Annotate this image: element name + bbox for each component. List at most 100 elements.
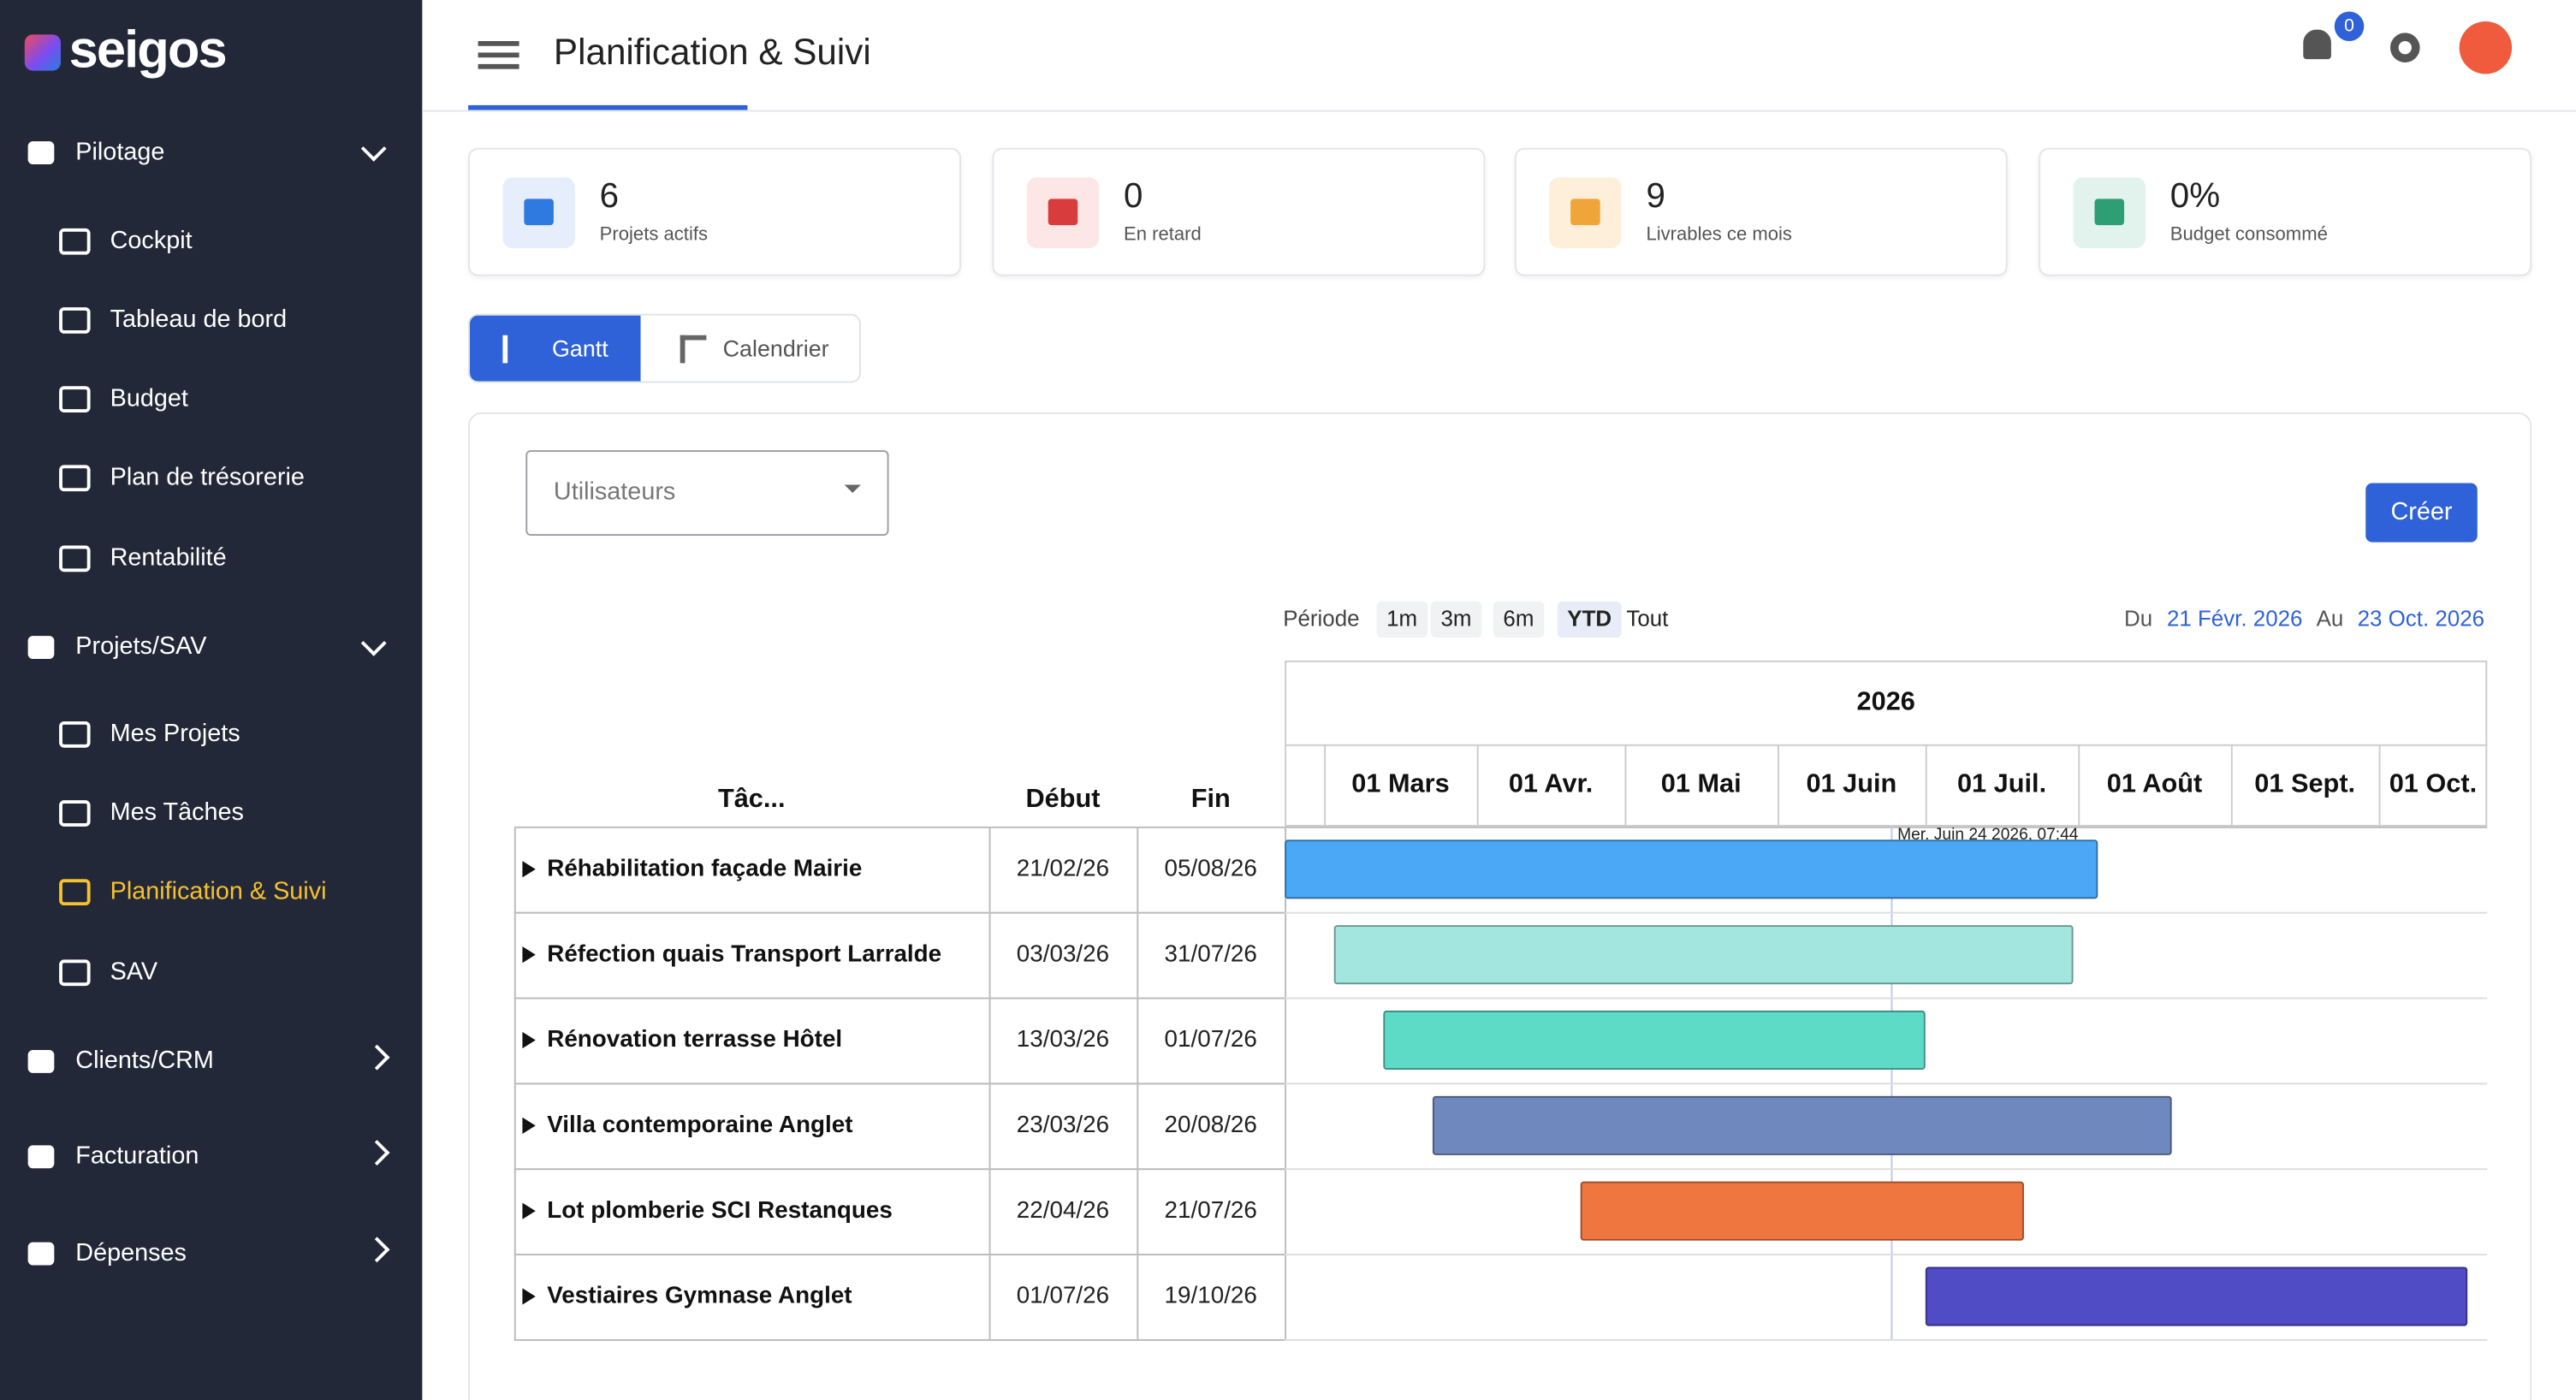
- period-from-label: Du: [2124, 606, 2153, 632]
- task-bar[interactable]: [1285, 839, 2098, 899]
- chevron: [364, 1044, 390, 1071]
- month-label: 01 Mai: [1660, 770, 1742, 799]
- section-icon: [27, 1145, 55, 1169]
- nav-item[interactable]: Rentabilité: [110, 543, 227, 572]
- row-border: [513, 1254, 2488, 1256]
- month-label: 01 Juin: [1806, 770, 1897, 799]
- stat-value: 9: [1646, 177, 1665, 216]
- period-option[interactable]: 6m: [1493, 601, 1544, 638]
- row-border: [513, 1168, 2488, 1171]
- tab[interactable]: Gantt: [470, 315, 641, 382]
- nav-item[interactable]: SAV: [110, 958, 158, 987]
- nav-item[interactable]: Plan de trésorerie: [110, 463, 305, 492]
- nav-icon: [59, 545, 91, 572]
- settings[interactable]: [2390, 33, 2420, 62]
- stat-label: En retard: [1124, 225, 1202, 246]
- task-end: 20/08/26: [1164, 1112, 1257, 1139]
- menu-bar: [478, 41, 519, 45]
- task-bar[interactable]: [1580, 1181, 2024, 1241]
- row-border-left: [513, 1168, 1285, 1171]
- expand-arrow[interactable]: [522, 1117, 536, 1134]
- nav-section[interactable]: Clients/CRM: [75, 1047, 214, 1075]
- task-end: 31/07/26: [1164, 941, 1257, 968]
- task-end: 19/10/26: [1164, 1283, 1257, 1310]
- stat-card: 0 En retard: [992, 147, 1486, 276]
- nav-item[interactable]: Mes Projets: [110, 720, 240, 748]
- panel: Utilisateurs Créer: [468, 412, 2532, 1400]
- task-start: 23/03/26: [1016, 1112, 1110, 1139]
- nav-section[interactable]: Projets/SAV: [75, 632, 207, 661]
- nav-icon: [59, 721, 91, 748]
- column-header: Fin: [1190, 785, 1231, 814]
- tab[interactable]: Calendrier: [640, 315, 859, 382]
- task-name[interactable]: Vestiaires Gymnase Anglet: [547, 1283, 852, 1310]
- chevron: [364, 1140, 390, 1166]
- task-end: 01/07/26: [1164, 1027, 1257, 1053]
- nav-section[interactable]: Pilotage: [75, 138, 165, 166]
- chevron: [360, 630, 387, 656]
- section-icon: [27, 1242, 55, 1266]
- task-bar[interactable]: [1925, 1267, 2468, 1326]
- task-bar[interactable]: [1333, 925, 2074, 985]
- task-name[interactable]: Lot plomberie SCI Restanques: [547, 1197, 893, 1225]
- period-from[interactable]: 21 Févr. 2026: [2166, 606, 2303, 632]
- expand-arrow[interactable]: [522, 1031, 536, 1049]
- task-name[interactable]: Rénovation terrasse Hôtel: [547, 1027, 843, 1053]
- expand-arrow[interactable]: [522, 1288, 536, 1305]
- section-icon: [27, 141, 55, 165]
- nav-item[interactable]: Tableau de bord: [110, 306, 288, 334]
- stat-card: 9 Livrables ce mois: [1514, 147, 2008, 276]
- month-label: 01 Oct.: [2389, 770, 2478, 799]
- row-border: [513, 1338, 2488, 1341]
- nav-section[interactable]: Dépenses: [75, 1238, 187, 1267]
- task-start: 21/02/26: [1016, 856, 1110, 883]
- row-border: [513, 911, 2488, 914]
- row-border-left: [513, 1083, 1285, 1085]
- task-end: 21/07/26: [1164, 1197, 1257, 1225]
- page-title: Planification & Suivi: [553, 31, 871, 73]
- filter[interactable]: Utilisateurs: [525, 450, 889, 536]
- tab-icon: [502, 335, 529, 364]
- period-to[interactable]: 23 Oct. 2026: [2357, 606, 2485, 632]
- expand-arrow[interactable]: [522, 861, 536, 878]
- section-icon: [27, 636, 55, 660]
- nav-section[interactable]: Facturation: [75, 1142, 199, 1171]
- chevron: [360, 135, 387, 162]
- month-label: 01 Sept.: [2254, 770, 2356, 799]
- nav-item[interactable]: Budget: [110, 384, 188, 412]
- month-divider: [1925, 744, 1927, 827]
- nav-icon: [59, 386, 91, 412]
- nav-item[interactable]: Cockpit: [110, 226, 193, 255]
- task-bar[interactable]: [1432, 1095, 2172, 1155]
- create-button[interactable]: Créer: [2365, 483, 2478, 543]
- expand-arrow[interactable]: [522, 946, 536, 964]
- month-divider: [1476, 744, 1479, 827]
- task-name[interactable]: Réfection quais Transport Larralde: [547, 941, 942, 968]
- period-option[interactable]: 3m: [1430, 601, 1482, 638]
- task-bar[interactable]: [1383, 1010, 1926, 1071]
- task-name[interactable]: Réhabilitation façade Mairie: [547, 856, 863, 883]
- header-border: [422, 110, 2576, 112]
- year-divider: [1285, 744, 2488, 746]
- dropdown-arrow: [844, 484, 861, 494]
- expand-arrow[interactable]: [522, 1202, 536, 1219]
- row-border: [513, 1083, 2488, 1085]
- tab-label: Calendrier: [722, 335, 829, 362]
- chevron: [364, 1237, 390, 1263]
- nav-icon: [59, 800, 91, 827]
- period-to-label: Au: [2316, 606, 2344, 632]
- row-border-left: [513, 911, 1285, 914]
- bell[interactable]: [2303, 29, 2331, 60]
- stat-value: 0%: [2169, 177, 2221, 216]
- period-option[interactable]: 1m: [1376, 601, 1427, 638]
- task-name[interactable]: Villa contemporaine Anglet: [547, 1112, 853, 1139]
- month-divider: [2230, 744, 2233, 827]
- nav-icon: [59, 228, 91, 255]
- nav-item[interactable]: Mes Tâches: [110, 798, 244, 827]
- nav-item[interactable]: Planification & Suivi: [110, 877, 327, 906]
- avatar[interactable]: [2459, 21, 2513, 74]
- period-option[interactable]: Tout: [1626, 606, 1669, 632]
- task-end: 05/08/26: [1164, 856, 1257, 883]
- period-option[interactable]: YTD: [1557, 601, 1622, 638]
